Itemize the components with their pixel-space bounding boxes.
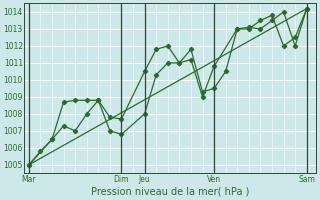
X-axis label: Pression niveau de la mer( hPa ): Pression niveau de la mer( hPa ): [91, 187, 249, 197]
